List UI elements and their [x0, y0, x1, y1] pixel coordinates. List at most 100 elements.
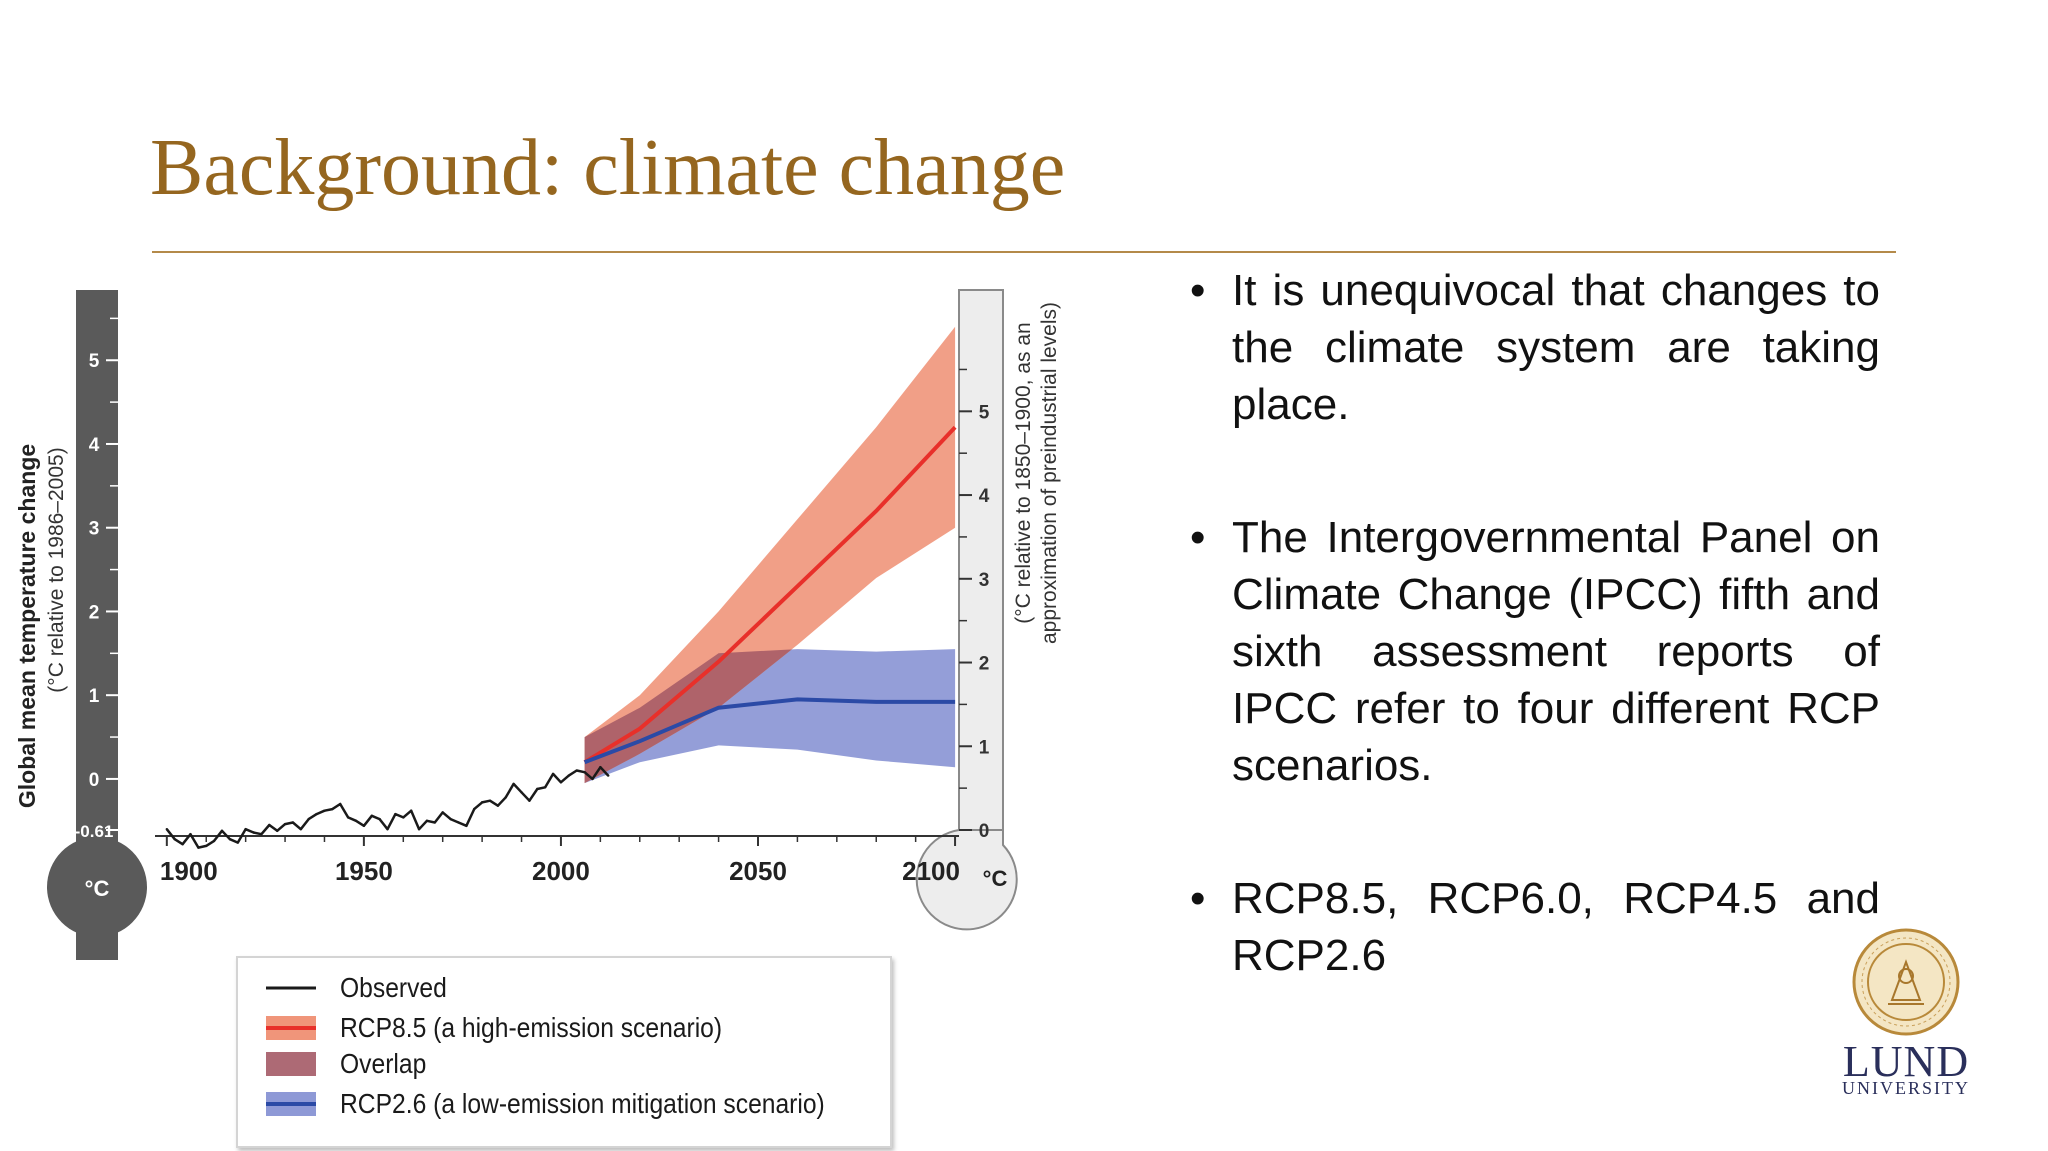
rcp85-uncertainty-band — [584, 326, 956, 784]
scenario-bands — [584, 326, 956, 784]
lund-university-logo: LUND UNIVERSITY — [1836, 928, 1976, 1098]
observed-data-point — [268, 823, 271, 827]
legend-item-observed: Observed — [266, 970, 461, 1006]
logo-subword: UNIVERSITY — [1842, 1078, 1970, 1098]
y-axis-subtitle: (°C relative to 1986–2005) — [45, 447, 68, 692]
observed-data-point — [212, 839, 216, 843]
observed-data-point — [583, 771, 586, 774]
observed-data-point — [275, 829, 279, 833]
observed-data-point — [299, 827, 303, 831]
y-right-tick-label: 5 — [979, 402, 990, 423]
observed-data-point — [591, 777, 594, 781]
observed-data-point — [559, 781, 563, 784]
observed-data-point — [236, 841, 239, 844]
y-left-tick-label: -0.61 — [75, 822, 114, 841]
observed-data-point — [181, 843, 184, 846]
legend-swatch-rcp26 — [266, 1092, 316, 1116]
observed-data-point — [528, 799, 531, 802]
observed-data-point — [173, 838, 176, 841]
observed-data-point — [520, 791, 523, 794]
x-tick-label: 2100 — [902, 856, 960, 886]
right-thermometer-tube — [958, 289, 1004, 831]
y-right-tick-label: 1 — [979, 737, 990, 758]
observed-data-point — [165, 827, 169, 831]
title-divider — [152, 251, 1896, 253]
right-unit-label: °C — [983, 866, 1008, 891]
observed-data-point — [607, 774, 610, 777]
observed-data-point — [339, 802, 342, 806]
observed-data-point — [599, 765, 602, 769]
observed-data-point — [283, 822, 287, 826]
y-left-tick-label: 5 — [89, 351, 100, 372]
bullet-list: It is unequivocal that changes to the cl… — [1190, 262, 1880, 984]
observed-data-point — [473, 807, 476, 811]
observed-data-point — [354, 819, 358, 822]
observed-data-point — [457, 821, 460, 824]
observed-data-point — [567, 774, 571, 777]
legend-item-rcp85: RCP8.5 (a high-emission scenario) — [266, 1010, 774, 1046]
observed-data-point — [409, 809, 413, 812]
university-seal-icon — [1852, 928, 1960, 1036]
observed-data-point — [307, 817, 310, 821]
observed-data-point — [362, 824, 366, 828]
observed-data-point — [315, 812, 318, 816]
slide-title: Background: climate change — [150, 124, 1066, 212]
observed-data-point — [425, 819, 429, 822]
observed-data-point — [260, 832, 263, 836]
y-axis-title: Global mean temperature change — [14, 444, 40, 808]
chart-axes: 1900 1950 2000 2050 2100 5 4 3 2 1 0 -0.61 5 4 3 2 1 0 — [75, 317, 990, 886]
observed-data-point — [346, 816, 350, 819]
y-right-tick-label: 0 — [979, 821, 990, 842]
right-thermometer-bulb — [915, 829, 1018, 931]
observed-data-point — [394, 812, 397, 816]
y-axis-right-title-line2: approximation of preindustrial levels) — [1038, 302, 1061, 644]
legend-swatch-observed — [266, 986, 316, 990]
observed-data-point — [512, 782, 515, 786]
y-axis-right-title: (°C relative to 1850–1900, as an — [1012, 322, 1035, 623]
legend-label-observed: Observed — [340, 972, 447, 1003]
legend-swatch-rcp85 — [266, 1016, 316, 1040]
rcp26-series-line — [583, 697, 956, 765]
y-right-tick-label: 4 — [979, 486, 990, 507]
observed-data-point — [323, 809, 326, 812]
observed-data-point — [441, 811, 444, 814]
observed-data-point — [480, 801, 484, 804]
legend-label-overlap: Overlap — [340, 1048, 427, 1079]
observed-data-point — [370, 814, 373, 817]
observed-data-point — [449, 817, 452, 821]
legend-item-overlap: Overlap — [266, 1046, 438, 1082]
observed-data-point — [378, 817, 381, 821]
temperature-chart: °C °C Global mean temperature change (°C… — [14, 289, 1061, 960]
legend-item-rcp26: RCP2.6 (a low-emission mitigation scenar… — [266, 1086, 891, 1122]
observed-data-point — [228, 838, 232, 841]
observed-data-point — [543, 786, 547, 789]
y-right-tick-label: 2 — [979, 654, 990, 675]
observed-data-point — [488, 799, 492, 802]
y-left-tick-label: 2 — [89, 602, 100, 623]
bullet-item: The Intergovernmental Panel on Climate C… — [1190, 509, 1880, 794]
legend-label-rcp26: RCP2.6 (a low-emission mitigation scenar… — [340, 1088, 825, 1119]
rcp85-series-line — [583, 425, 957, 764]
observed-data-point — [465, 824, 468, 828]
observed-data-point — [244, 827, 247, 831]
observed-data-point — [433, 821, 437, 824]
observed-data-point — [205, 844, 208, 848]
series-lines — [165, 425, 957, 849]
observed-data-point — [402, 816, 405, 819]
observed-data-point — [197, 846, 200, 849]
observed-data-point — [504, 796, 507, 799]
observed-data-point — [189, 832, 192, 836]
observed-data-point — [575, 769, 578, 772]
x-tick-label: 1900 — [160, 856, 218, 886]
observed-data-point — [386, 827, 389, 831]
y-left-tick-label: 0 — [89, 770, 100, 791]
y-left-tick-label: 3 — [89, 519, 100, 540]
observed-data-point — [331, 807, 334, 811]
logo-wordmark: LUND — [1842, 1037, 1970, 1086]
observed-data-point — [536, 787, 539, 791]
y-left-tick-label: 1 — [89, 686, 100, 707]
observed-data-point — [496, 804, 500, 807]
chart-legend: Observed RCP8.5 (a high-emission scenari… — [236, 956, 892, 1148]
legend-swatch-overlap — [266, 1052, 316, 1076]
bullet-item: RCP8.5, RCP6.0, RCP4.5 and RCP2.6 — [1190, 870, 1880, 984]
